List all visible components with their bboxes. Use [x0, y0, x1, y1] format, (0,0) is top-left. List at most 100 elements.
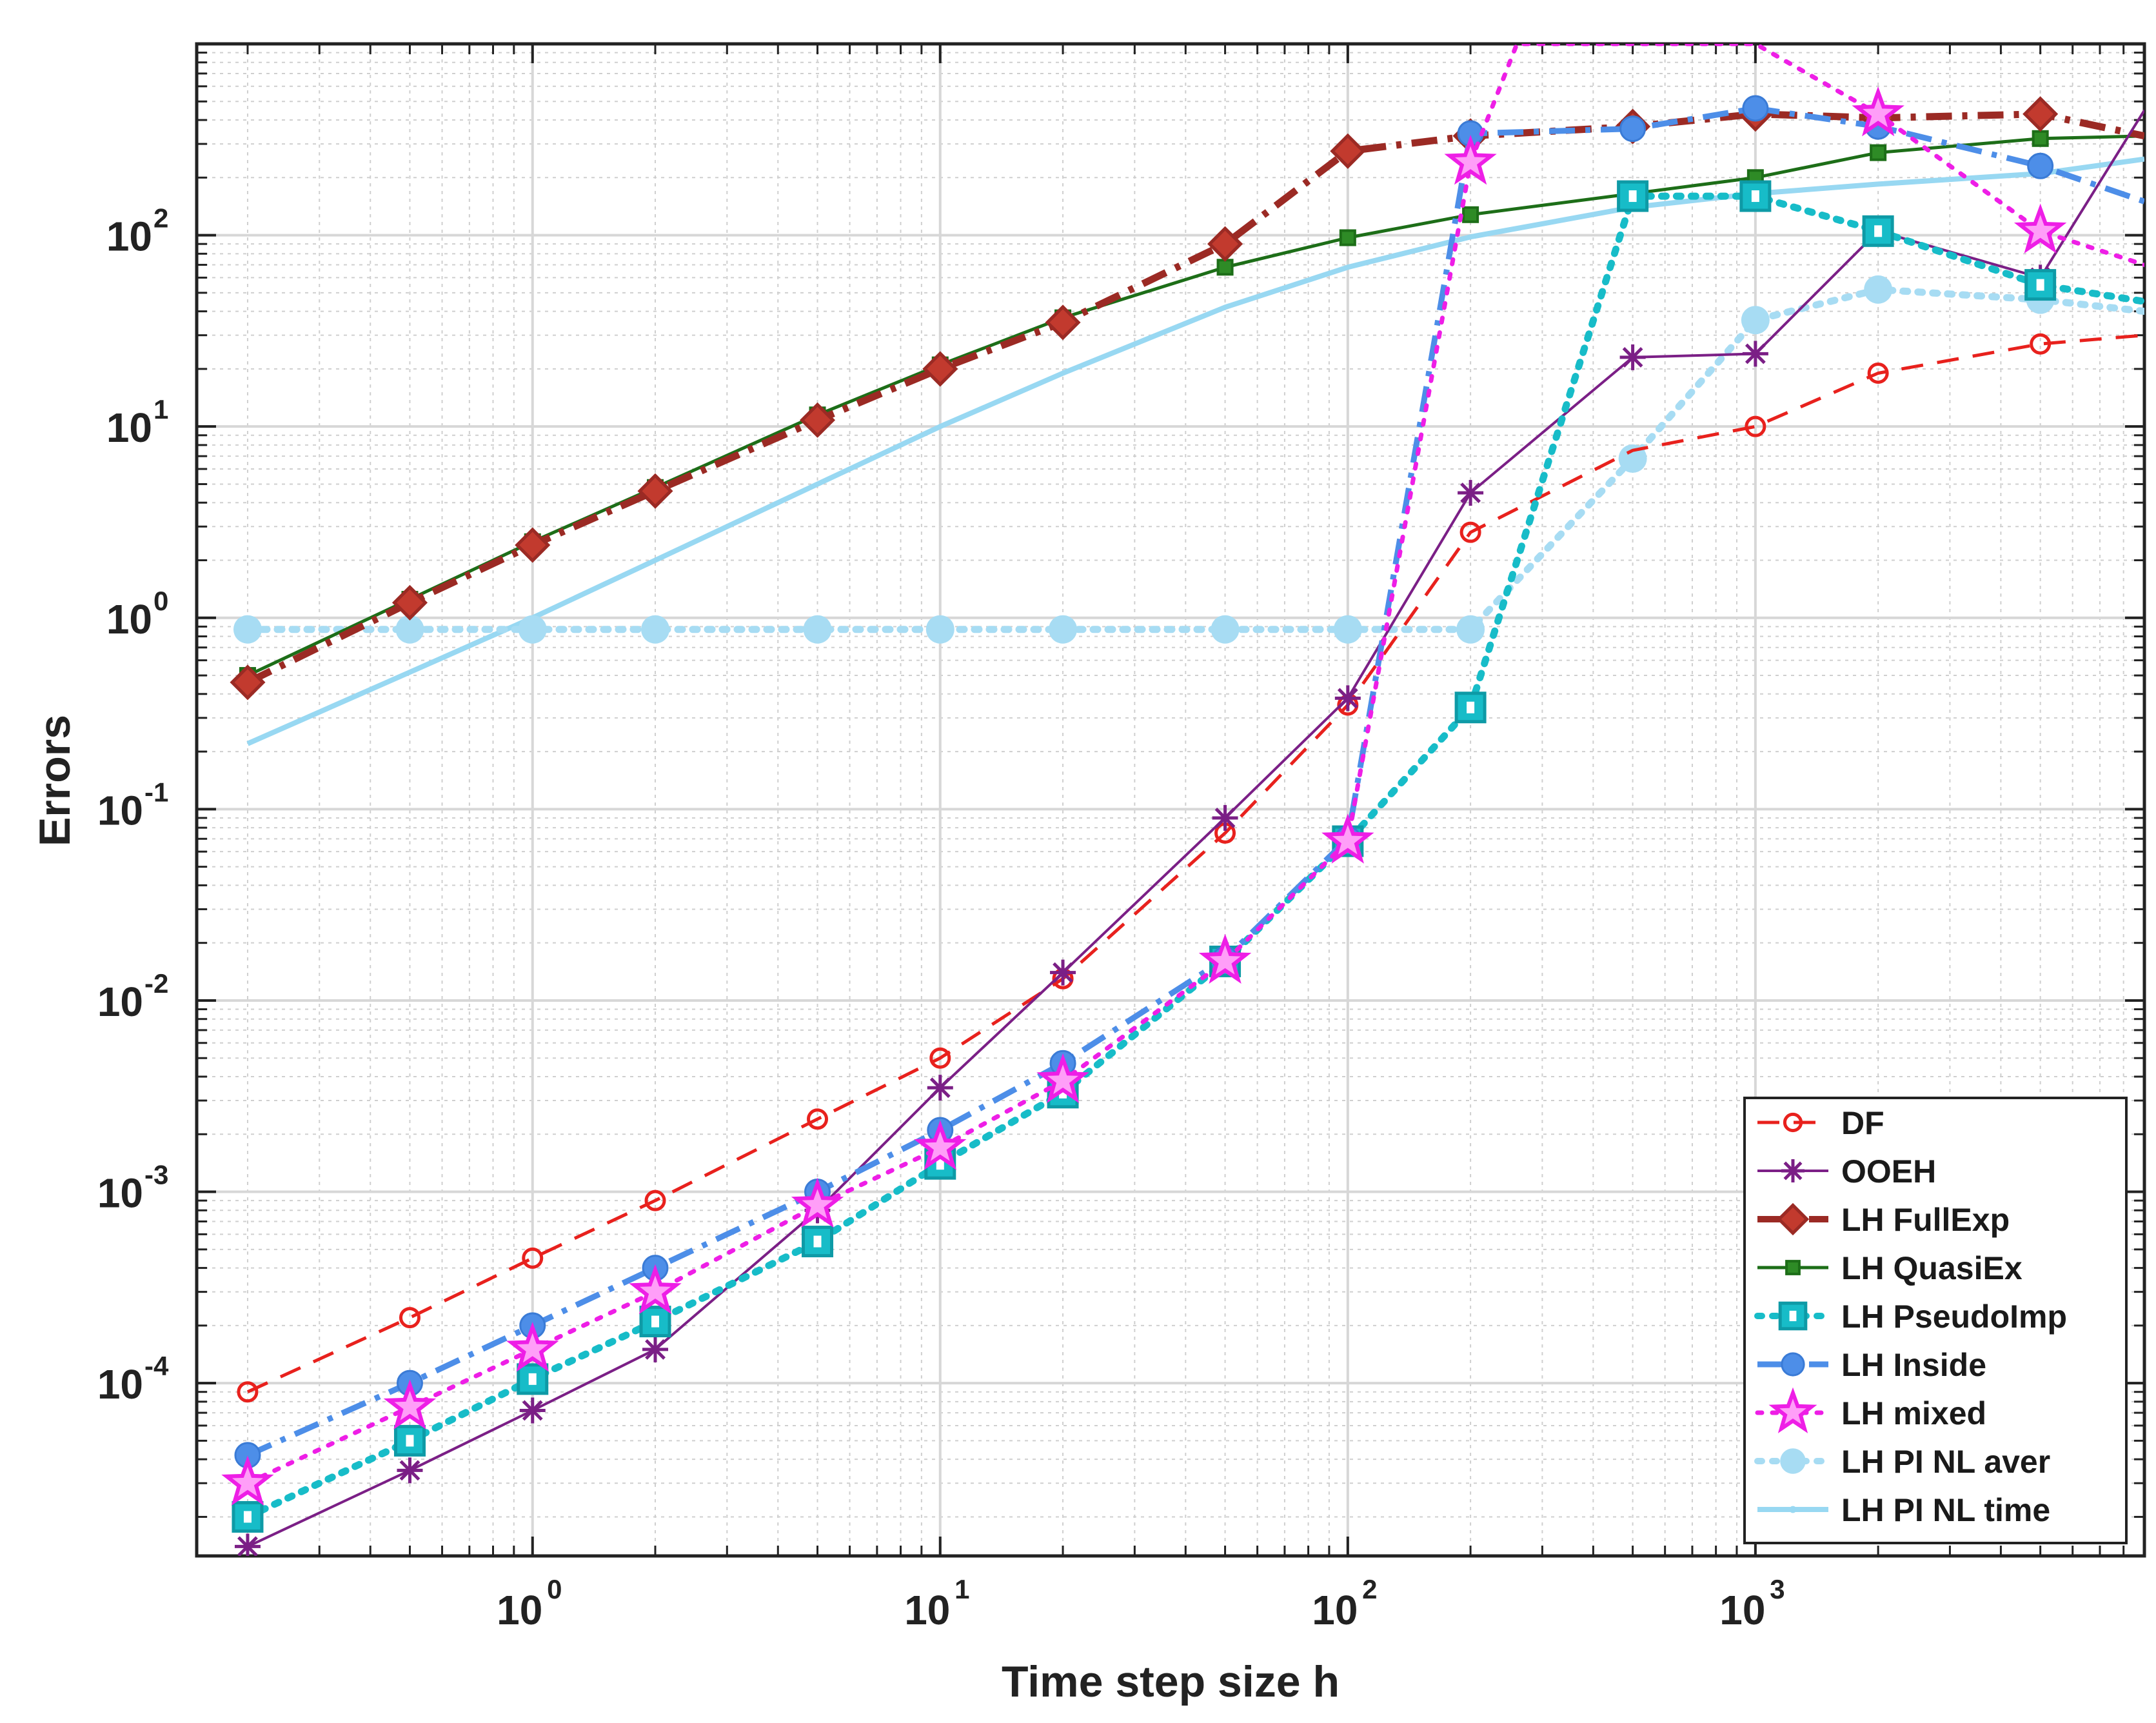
data-point-lh-mixed	[1444, 134, 1497, 185]
data-point-lh-pi-nl-aver	[1456, 615, 1485, 644]
data-point-df	[237, 1381, 259, 1403]
data-point-lh-fullexp	[1330, 133, 1366, 169]
data-point-df	[399, 1307, 420, 1329]
y-tick-label: 10	[97, 979, 143, 1025]
y-tick-label: 10	[106, 214, 152, 260]
x-axis-title: Time step size h	[1002, 1657, 1340, 1706]
legend-label-lh-pi-nl-aver: LH PI NL aver	[1841, 1444, 2050, 1480]
x-tick-label: 10	[1312, 1587, 1358, 1633]
data-point-lh-pi-nl-aver	[395, 615, 424, 644]
y-axis-title: Errors	[30, 715, 79, 846]
data-point-lh-pseudoimp-inner	[528, 1373, 537, 1385]
asterisk-stroke	[237, 1536, 258, 1556]
data-point-lh-quasiex	[1462, 206, 1479, 223]
legend-marker-lh-mixed	[1768, 1387, 1817, 1433]
series-layer	[221, 44, 2144, 1556]
series-lh-pi-nl-time	[246, 156, 2144, 746]
data-point-lh-fullexp	[230, 664, 266, 701]
x-tick-label: 10	[497, 1587, 542, 1633]
data-point-df	[2030, 333, 2052, 355]
data-point-lh-fullexp	[2022, 96, 2059, 132]
data-point-df	[644, 1190, 666, 1211]
data-point-df	[1867, 363, 1889, 384]
y-tick-label: 10	[106, 596, 152, 642]
data-point-lh-mixed	[791, 1177, 844, 1228]
legend-marker-lh-pi-nl-aver	[1780, 1448, 1806, 1474]
asterisk-stroke	[522, 1400, 543, 1421]
data-point-lh-mixed	[1321, 813, 1374, 864]
data-point-lh-pi-nl-aver	[1049, 615, 1078, 644]
data-point-lh-fullexp	[637, 473, 673, 509]
data-point-lh-mixed	[914, 1120, 967, 1170]
legend-marker-lh-fullexp	[1776, 1202, 1810, 1236]
data-point-ooeh	[1742, 341, 1768, 367]
asterisk-stroke	[1337, 688, 1358, 709]
asterisk-stroke	[399, 1460, 420, 1481]
series-line-df	[246, 334, 2144, 1393]
y-tick-label: 10	[97, 1361, 143, 1408]
data-point-ooeh	[397, 1457, 423, 1484]
plot-frame	[195, 42, 2146, 1558]
asterisk-stroke	[929, 1077, 951, 1099]
y-tick-exponent: 2	[153, 203, 168, 234]
data-point-lh-pi-nl-aver	[641, 615, 670, 644]
plot-area-border	[195, 42, 2146, 1558]
legend: DF OOEH LH FullExp LH QuasiEx LH PseudoImp L…	[1743, 1097, 2128, 1544]
data-point-lh-mixed	[1198, 933, 1252, 984]
data-point-ooeh	[1212, 804, 1238, 831]
series-line-lh-pi-nl-time	[246, 156, 2144, 746]
data-point-ooeh	[927, 1075, 953, 1101]
data-point-ooeh	[234, 1533, 261, 1556]
data-point-df	[1745, 415, 1766, 437]
data-point-lh-pseudoimp	[1739, 180, 1772, 212]
x-tick-label: 10	[1719, 1587, 1765, 1633]
data-point-lh-quasiex	[1870, 144, 1887, 161]
data-point-df	[929, 1047, 951, 1069]
legend-marker-lh-inside	[1781, 1352, 1805, 1377]
data-point-df	[807, 1108, 829, 1130]
axis-ticks	[197, 43, 2146, 1556]
data-point-lh-fullexp	[922, 351, 958, 387]
y-tick-exponent: -2	[144, 968, 168, 999]
data-point-lh-mixed	[629, 1264, 682, 1315]
legend-label-df: DF	[1841, 1105, 1884, 1141]
legend-marker-lh-pseudoimp-inner	[1789, 1310, 1797, 1322]
data-point-lh-fullexp	[799, 402, 836, 438]
y-tick-label: 10	[106, 404, 152, 451]
data-point-lh-fullexp	[1045, 304, 1081, 341]
series-lh-mixed	[221, 44, 2144, 1506]
data-point-lh-quasiex	[2032, 130, 2049, 147]
y-tick-exponent: -4	[144, 1351, 169, 1381]
data-point-lh-pseudoimp-inner	[406, 1435, 414, 1447]
y-tick-exponent: -1	[144, 777, 168, 807]
data-point-lh-quasiex	[1216, 259, 1234, 276]
y-tick-exponent: 0	[153, 586, 168, 616]
data-point-lh-mixed	[506, 1322, 559, 1372]
data-point-lh-pi-nl-aver	[925, 615, 954, 644]
series-ooeh	[234, 109, 2144, 1556]
x-tick-exponent: 0	[547, 1574, 562, 1604]
data-point-lh-inside	[1742, 95, 1769, 122]
data-point-df	[1459, 521, 1481, 543]
legend-marker-lh-pi-nl-time	[1789, 1506, 1797, 1513]
x-tick-label: 10	[904, 1587, 950, 1633]
data-point-lh-pseudoimp-inner	[2036, 279, 2044, 291]
asterisk-stroke	[1745, 343, 1766, 364]
legend-marker-ooeh	[1781, 1159, 1805, 1182]
data-point-lh-inside	[2027, 152, 2054, 179]
data-point-ooeh	[642, 1336, 669, 1362]
asterisk-stroke	[1053, 962, 1073, 983]
data-point-ooeh	[1619, 344, 1646, 370]
x-tick-exponent: 2	[1362, 1574, 1377, 1604]
legend-label-lh-mixed: LH mixed	[1841, 1395, 1986, 1431]
data-point-lh-pseudoimp-inner	[936, 1158, 944, 1170]
data-point-lh-pi-nl-aver	[1211, 615, 1240, 644]
data-point-lh-pi-nl-aver	[1864, 275, 1893, 304]
asterisk-stroke	[1622, 346, 1643, 368]
asterisk-stroke	[1460, 483, 1481, 503]
data-point-lh-pseudoimp-inner	[243, 1511, 252, 1523]
data-point-lh-mixed	[2013, 203, 2067, 254]
